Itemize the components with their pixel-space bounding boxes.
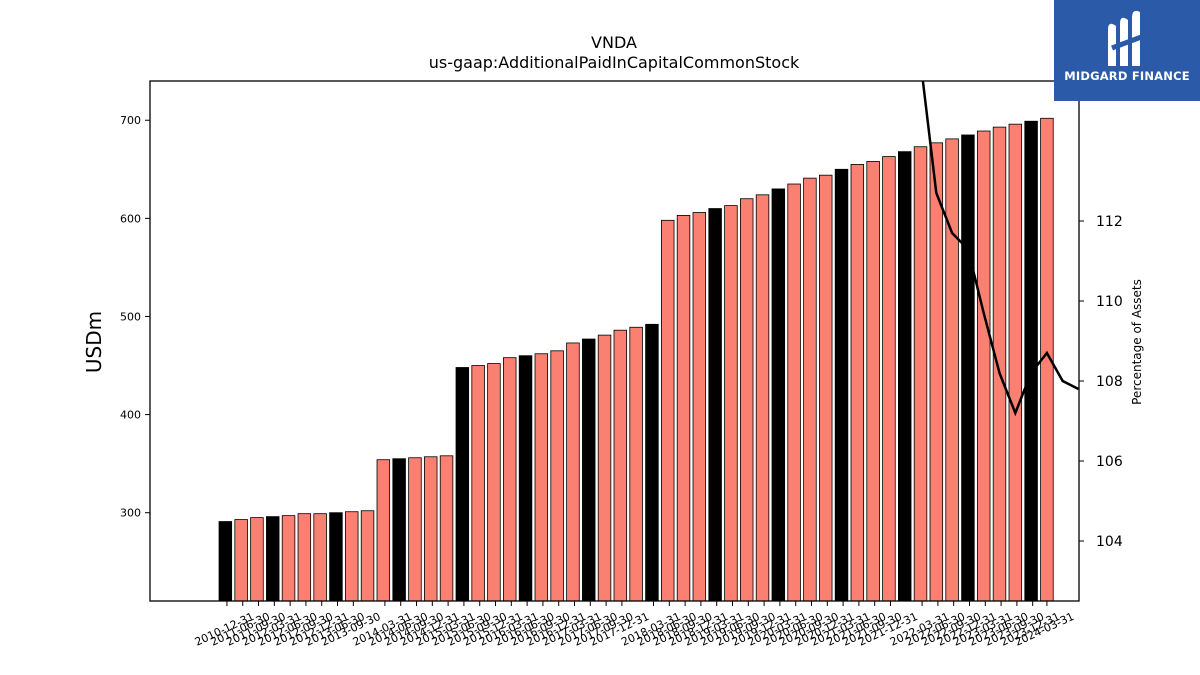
line-group bbox=[921, 81, 1079, 417]
plot-frame bbox=[149, 80, 1080, 602]
bar bbox=[708, 208, 722, 602]
bar bbox=[408, 457, 422, 602]
bar bbox=[455, 367, 470, 602]
chart-title: VNDA bbox=[591, 33, 637, 52]
chart-subtitle: us-gaap:AdditionalPaidInCapitalCommonSto… bbox=[429, 53, 800, 72]
bar bbox=[961, 134, 975, 602]
bar bbox=[834, 168, 849, 602]
bar bbox=[882, 156, 896, 602]
logo: MIDGARD FINANCE bbox=[1054, 0, 1200, 101]
bar bbox=[329, 512, 343, 602]
bar bbox=[218, 521, 233, 602]
bar bbox=[566, 342, 580, 602]
bar bbox=[1008, 123, 1023, 602]
y2-tick-label: 110 bbox=[1096, 294, 1123, 310]
bar bbox=[424, 456, 438, 602]
y2-tick-label: 112 bbox=[1096, 214, 1123, 230]
bar bbox=[376, 459, 391, 602]
bar bbox=[360, 510, 375, 602]
bar bbox=[345, 511, 359, 602]
bar bbox=[755, 194, 770, 602]
bar bbox=[645, 323, 659, 602]
bar bbox=[518, 355, 533, 602]
bar bbox=[534, 353, 549, 602]
bar bbox=[550, 350, 564, 602]
y2-tick-label: 108 bbox=[1096, 374, 1123, 390]
bar bbox=[234, 519, 248, 602]
bar bbox=[819, 174, 833, 602]
bar bbox=[929, 142, 944, 602]
bar bbox=[771, 188, 786, 602]
bar bbox=[281, 515, 296, 602]
bar bbox=[582, 338, 596, 602]
bar bbox=[992, 126, 1007, 602]
bar bbox=[803, 177, 817, 602]
bar bbox=[471, 365, 485, 602]
bar bbox=[787, 183, 801, 602]
bar bbox=[866, 161, 880, 602]
bar bbox=[1024, 120, 1038, 602]
y-tick-label: 700 bbox=[120, 114, 141, 127]
bar bbox=[503, 357, 517, 602]
y-tick-label: 600 bbox=[120, 212, 141, 225]
y-tick-label: 500 bbox=[120, 310, 141, 323]
y-axis-label: USDm bbox=[82, 311, 106, 373]
bar bbox=[613, 329, 628, 602]
bar bbox=[439, 455, 454, 602]
logo-mark-icon bbox=[1108, 10, 1145, 66]
bar bbox=[676, 215, 691, 602]
bar bbox=[629, 326, 643, 602]
bar bbox=[740, 198, 754, 602]
bar bbox=[913, 146, 928, 602]
bar bbox=[487, 363, 501, 602]
bars-group bbox=[218, 117, 1054, 602]
bar bbox=[850, 163, 865, 602]
series-line bbox=[921, 81, 1079, 417]
bar bbox=[297, 513, 312, 602]
bar bbox=[250, 517, 264, 602]
bar bbox=[724, 205, 738, 602]
bar bbox=[661, 219, 675, 602]
axes-group: 3004005006007001041061081101122010-12-31… bbox=[120, 80, 1123, 649]
bar bbox=[597, 334, 612, 602]
y2-axis-label: Percentage of Assets bbox=[1130, 279, 1144, 405]
y2-tick-label: 104 bbox=[1096, 534, 1123, 550]
y2-tick-label: 106 bbox=[1096, 454, 1123, 470]
logo-text: MIDGARD FINANCE bbox=[1064, 69, 1190, 83]
y-tick-label: 400 bbox=[120, 409, 141, 422]
bar bbox=[897, 151, 912, 602]
bar bbox=[313, 513, 327, 602]
bar bbox=[945, 138, 959, 602]
bar bbox=[692, 212, 707, 602]
bar bbox=[976, 130, 991, 602]
bar bbox=[266, 516, 280, 602]
y-tick-label: 300 bbox=[120, 507, 141, 520]
bar bbox=[392, 458, 406, 602]
